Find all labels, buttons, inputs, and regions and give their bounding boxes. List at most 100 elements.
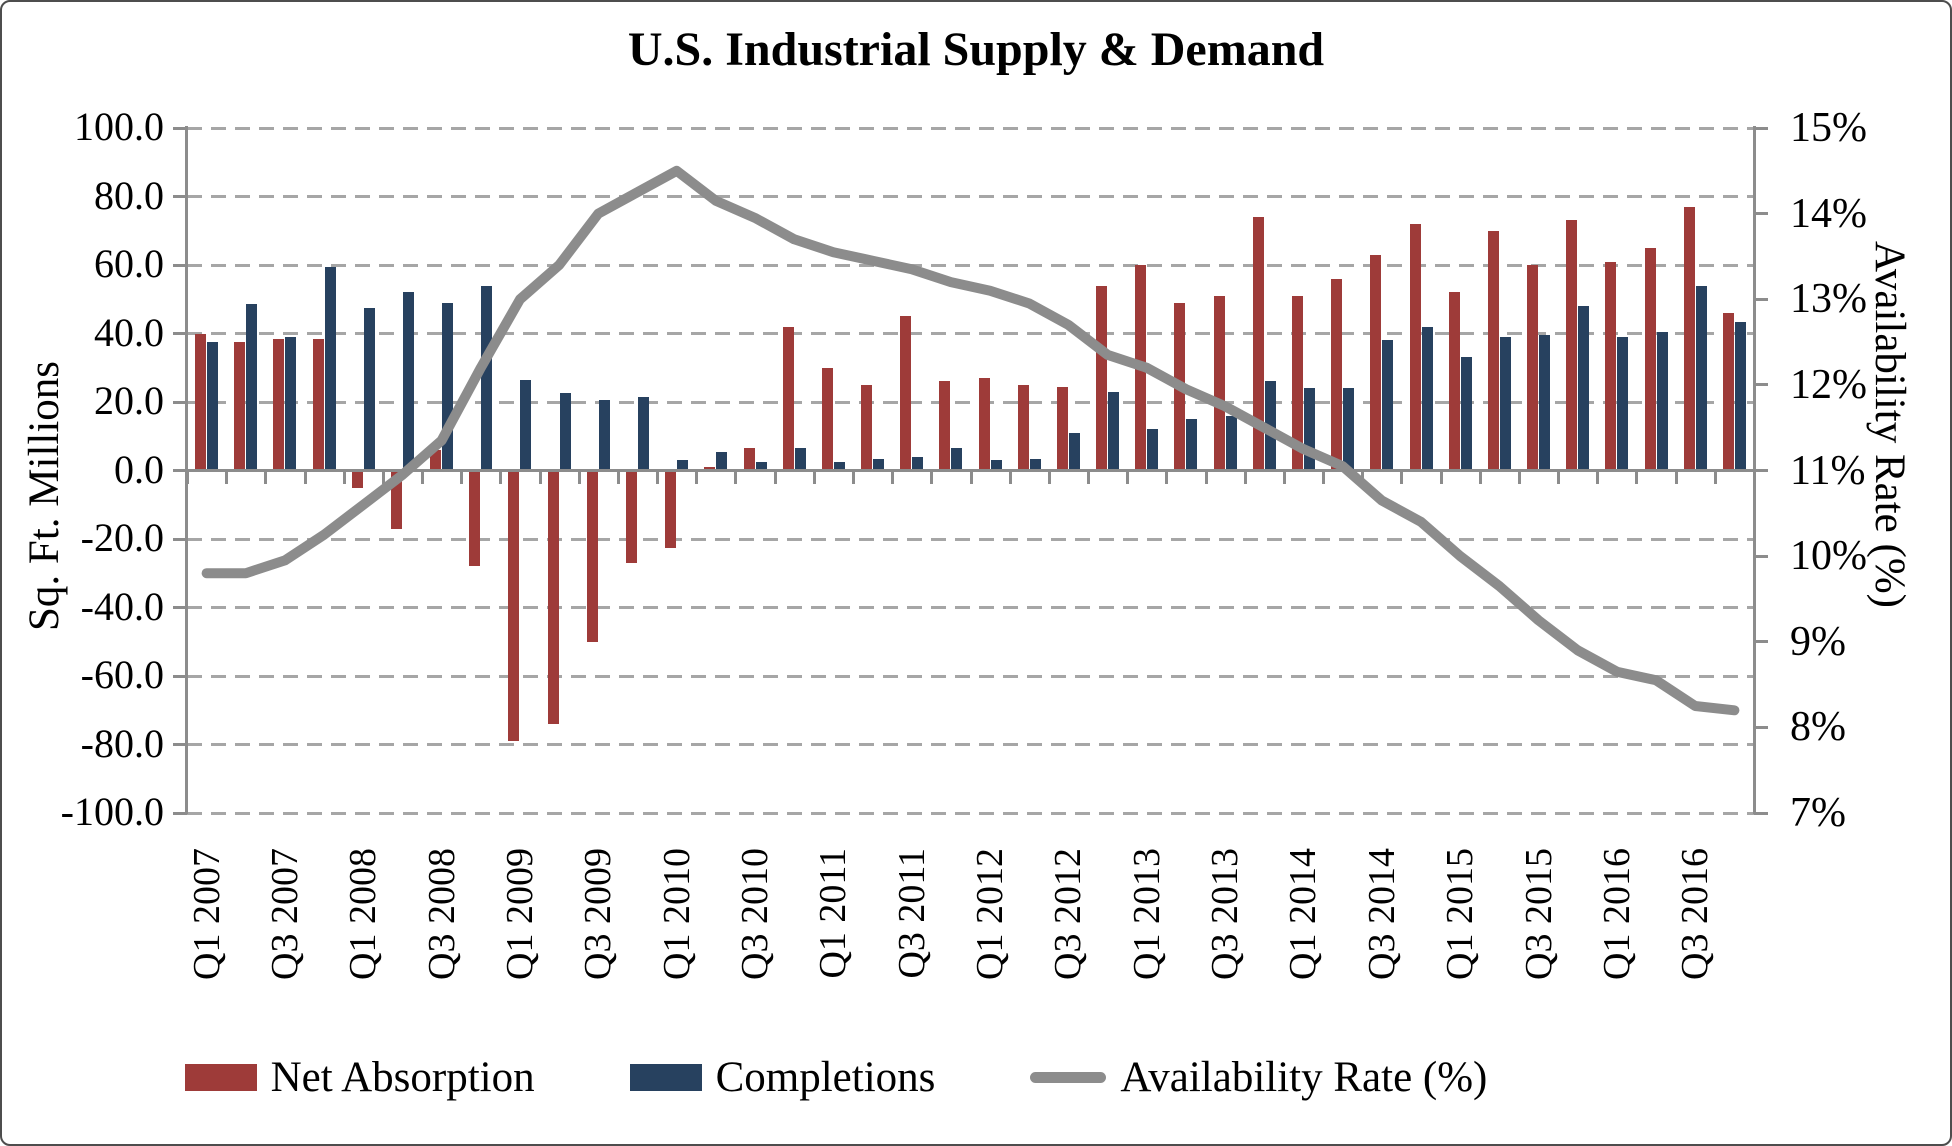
x-axis-tick bbox=[1478, 470, 1482, 484]
net-absorption-bar bbox=[1566, 220, 1578, 471]
left-axis-tick bbox=[173, 606, 187, 609]
right-axis-tick bbox=[1754, 640, 1768, 644]
net-absorption-bar bbox=[1409, 223, 1421, 471]
net-absorption-bar bbox=[1096, 285, 1108, 471]
x-axis-tick bbox=[1126, 470, 1130, 484]
legend-item-availability-rate: Availability Rate (%) bbox=[1030, 1053, 1487, 1102]
legend-label: Completions bbox=[715, 1053, 936, 1101]
completions-bar bbox=[1108, 391, 1120, 471]
x-axis-tick bbox=[342, 470, 346, 484]
completions-bar bbox=[833, 461, 845, 471]
net-absorption-bar bbox=[1056, 386, 1068, 471]
left-axis-tick-label: 80.0 bbox=[94, 172, 164, 218]
legend-label: Availability Rate (%) bbox=[1120, 1053, 1488, 1101]
completions-bar bbox=[1539, 335, 1551, 471]
legend: Net Absorption Completions Availability … bbox=[2, 1042, 1810, 1112]
net-absorption-bar bbox=[1213, 295, 1225, 471]
net-absorption-bar bbox=[626, 470, 637, 563]
net-absorption-bar bbox=[821, 367, 833, 471]
x-axis-tick bbox=[656, 470, 660, 484]
x-axis-tick bbox=[1047, 470, 1051, 484]
completions-bar bbox=[638, 396, 649, 471]
availability-rate-swatch bbox=[1030, 1071, 1107, 1083]
x-axis-tick bbox=[891, 470, 895, 484]
x-axis-tick-label: Q3 2009 bbox=[577, 848, 620, 980]
net-absorption-swatch bbox=[184, 1063, 257, 1091]
x-axis-tick bbox=[1557, 470, 1561, 484]
x-axis-tick-label: Q1 2010 bbox=[655, 848, 698, 980]
net-absorption-bar bbox=[1370, 254, 1382, 471]
right-axis-tick-label: 14% bbox=[1790, 190, 1867, 237]
legend-item-net-absorption: Net Absorption bbox=[184, 1053, 535, 1102]
gridline bbox=[187, 195, 1754, 198]
x-axis-tick bbox=[264, 470, 268, 484]
chart-title: U.S. Industrial Supply & Demand bbox=[627, 23, 1325, 76]
completions-bar bbox=[520, 379, 532, 471]
completions-bar bbox=[1578, 306, 1590, 471]
left-axis-tick bbox=[173, 126, 187, 130]
x-axis-tick bbox=[773, 470, 777, 484]
completions-swatch bbox=[629, 1063, 702, 1091]
left-axis-tick bbox=[173, 674, 187, 678]
x-axis-tick bbox=[1322, 470, 1326, 484]
x-axis-tick bbox=[812, 470, 816, 484]
x-axis-tick bbox=[381, 470, 385, 484]
x-axis-tick bbox=[969, 470, 973, 484]
x-axis-tick-label: Q1 2013 bbox=[1125, 848, 1168, 980]
x-axis-tick bbox=[851, 470, 855, 484]
right-axis-tick-label: 7% bbox=[1790, 790, 1846, 836]
x-axis-tick-label: Q1 2009 bbox=[498, 848, 541, 980]
x-axis-tick bbox=[1400, 470, 1404, 484]
completions-bar bbox=[990, 460, 1002, 471]
left-axis-tick-label: -40.0 bbox=[80, 583, 164, 629]
completions-bar bbox=[559, 393, 571, 471]
right-axis-tick-label: 15% bbox=[1790, 105, 1867, 151]
completions-bar bbox=[873, 458, 885, 471]
x-axis-tick bbox=[1243, 470, 1247, 484]
net-absorption-bar bbox=[1605, 261, 1617, 471]
x-axis-tick bbox=[421, 470, 425, 484]
net-absorption-bar bbox=[1683, 206, 1695, 471]
right-axis-tick-label: 13% bbox=[1790, 276, 1867, 323]
net-absorption-bar bbox=[469, 470, 481, 567]
completions-bar bbox=[912, 456, 924, 471]
x-axis-tick bbox=[1635, 470, 1639, 484]
gridline bbox=[187, 811, 1754, 815]
gridline bbox=[187, 537, 1754, 541]
net-absorption-bar bbox=[900, 316, 912, 471]
right-axis-tick-label: 9% bbox=[1790, 618, 1846, 665]
x-axis-tick-label: Q3 2010 bbox=[734, 848, 777, 980]
x-axis-tick bbox=[734, 470, 738, 484]
completions-bar bbox=[1303, 388, 1315, 471]
completions-bar bbox=[1695, 285, 1707, 471]
completions-bar bbox=[1343, 388, 1355, 471]
right-axis-tick bbox=[1754, 469, 1768, 472]
completions-bar bbox=[677, 460, 689, 471]
x-axis-tick bbox=[460, 470, 464, 484]
left-axis-tick bbox=[173, 400, 187, 404]
x-axis-tick-label: Q1 2015 bbox=[1439, 848, 1482, 980]
completions-bar bbox=[442, 302, 454, 471]
x-axis-tick bbox=[695, 470, 699, 484]
net-absorption-bar bbox=[1252, 217, 1264, 471]
net-absorption-bar bbox=[430, 449, 442, 471]
right-axis-tick bbox=[1754, 126, 1768, 130]
net-absorption-bar bbox=[1448, 292, 1460, 471]
left-axis-tick-label: -100.0 bbox=[60, 789, 164, 834]
net-absorption-bar bbox=[586, 470, 598, 642]
gridline bbox=[187, 400, 1754, 404]
completions-bar bbox=[1734, 321, 1746, 471]
left-axis-tick bbox=[173, 537, 187, 541]
net-absorption-bar bbox=[1291, 295, 1303, 471]
completions-bar bbox=[363, 307, 375, 471]
gridline bbox=[187, 126, 1754, 130]
availability-line bbox=[201, 165, 1740, 716]
x-axis-tick-label: Q3 2011 bbox=[890, 848, 933, 979]
completions-bar bbox=[1225, 415, 1237, 471]
net-absorption-bar bbox=[1331, 278, 1343, 471]
x-axis-tick-label: Q1 2014 bbox=[1282, 848, 1325, 980]
x-axis-tick bbox=[930, 470, 934, 484]
completions-bar bbox=[794, 448, 806, 471]
x-axis-tick bbox=[1361, 470, 1365, 484]
